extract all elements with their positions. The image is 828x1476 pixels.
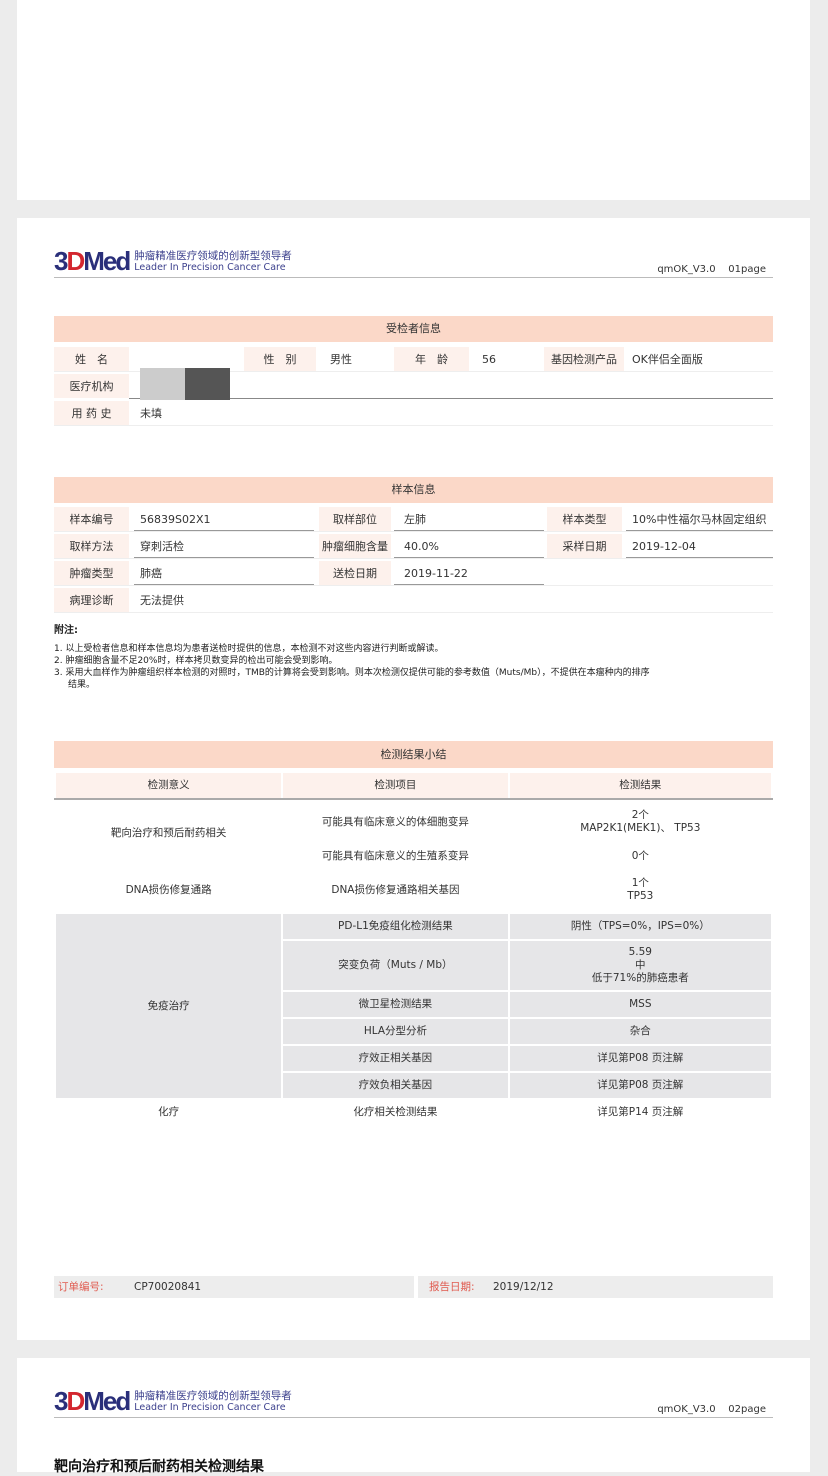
item: 可能具有临床意义的生殖系变异 — [281, 844, 510, 868]
institution-label: 医疗机构 — [54, 374, 129, 398]
result: 0个 — [507, 844, 774, 868]
report-page-2: 3DMed 肿瘤精准医疗领域的创新型领导者 Leader In Precision… — [17, 1358, 810, 1475]
page-version: qmOK_V3.0 01page — [657, 264, 766, 275]
label: 样本类型 — [547, 507, 622, 531]
brand-logo: 3DMed 肿瘤精准医疗领域的创新型领导者 Leader In Precision… — [54, 1386, 292, 1416]
result: 5.59 中低于71%的肺癌患者 — [507, 939, 774, 992]
drug-label: 用 药 史 — [54, 401, 129, 425]
results-title: 检测结果小结 — [54, 741, 773, 768]
redacted-block — [140, 368, 230, 400]
patient-row-2 — [129, 374, 773, 399]
item: 化疗相关检测结果 — [281, 1098, 510, 1127]
drug-value: 未填 — [140, 407, 162, 420]
item: 微卫星检测结果 — [281, 990, 510, 1019]
section-title: 靶向治疗和预后耐药相关检测结果 — [54, 1459, 264, 1475]
product-label: 基因检测产品 — [544, 347, 624, 371]
report-date: 2019/12/12 — [493, 1281, 554, 1293]
group-label: 免疫治疗 — [53, 912, 284, 1100]
tumor-type: 肺癌 — [134, 561, 314, 585]
order-number: CP70020841 — [134, 1281, 202, 1293]
note: 2. 肿瘤细胞含量不足20%时，样本拷贝数变异的检出可能会受到影响。 — [54, 656, 338, 666]
age-label: 年 龄 — [394, 347, 469, 371]
label: 肿瘤细胞含量 — [319, 534, 391, 558]
result: 详见第P08 页注解 — [507, 1044, 774, 1073]
result: 杂合 — [507, 1017, 774, 1046]
slogan-cn: 肿瘤精准医疗领域的创新型领导者 — [134, 249, 292, 262]
note: 结果。 — [68, 680, 96, 690]
result: 阴性（TPS=0%，IPS=0%） — [507, 912, 774, 941]
report-footer: 订单编号: CP70020841 报告日期: 2019/12/12 — [54, 1276, 773, 1298]
note: 3. 采用大血样作为肿瘤组织样本检测的对照时，TMB的计算将会受到影响。则本次检… — [54, 668, 650, 678]
label: 样本编号 — [54, 507, 129, 531]
page-version: qmOK_V3.0 02page — [657, 1404, 766, 1415]
previous-page — [17, 0, 810, 200]
sample-info-title: 样本信息 — [54, 477, 773, 503]
patient-info-title: 受检者信息 — [54, 316, 773, 342]
sex-label: 性 别 — [244, 347, 316, 371]
name-label: 姓 名 — [54, 347, 129, 371]
col-header: 检测意义 — [53, 771, 284, 800]
label: 采样日期 — [547, 534, 622, 558]
group-label: DNA损伤修复通路 — [53, 866, 284, 914]
patient-row-3: 用 药 史 未填 — [54, 401, 773, 426]
result: 2个 MAP2K1(MEK1)、 TP53 — [507, 798, 774, 846]
sample-id: 56839S02X1 — [134, 507, 314, 531]
sample-row-1: 样本编号 56839S02X1 取样部位 左肺 样本类型 10%中性福尔马林固定… — [54, 507, 773, 532]
brand-logo: 3DMed 肿瘤精准医疗领域的创新型领导者 Leader In Precision… — [54, 246, 292, 277]
item: DNA损伤修复通路相关基因 — [281, 866, 510, 914]
age-value: 56 — [482, 353, 496, 366]
result: 详见第P08 页注解 — [507, 1071, 774, 1100]
patient-row-1: 姓 名 性 别 男性 年 龄 56 基因检测产品 OK伴侣全面版 — [54, 347, 773, 372]
group-label: 靶向治疗和预后耐药相关 — [53, 798, 284, 868]
tumor-content: 40.0% — [394, 534, 544, 558]
sample-row-4: 病理诊断 无法提供 — [54, 588, 773, 613]
product-value: OK伴侣全面版 — [632, 353, 703, 366]
result: 详见第P14 页注解 — [507, 1098, 774, 1127]
label: 病理诊断 — [54, 588, 129, 612]
col-header: 检测结果 — [507, 771, 774, 800]
label: 取样方法 — [54, 534, 129, 558]
report-date-label: 报告日期: — [429, 1281, 475, 1293]
item: 突变负荷（Muts / Mb） — [281, 939, 510, 992]
sample-method: 穿刺活检 — [134, 534, 314, 558]
label: 取样部位 — [319, 507, 391, 531]
result: MSS — [507, 990, 774, 1019]
group-label: 化疗 — [53, 1098, 284, 1127]
note: 1. 以上受检者信息和样本信息均为患者送检时提供的信息，本检测不对这些内容进行判… — [54, 644, 444, 654]
pathology: 无法提供 — [140, 594, 184, 607]
item: 疗效正相关基因 — [281, 1044, 510, 1073]
sample-site: 左肺 — [394, 507, 544, 531]
item: 疗效负相关基因 — [281, 1071, 510, 1100]
sex-value: 男性 — [330, 353, 352, 366]
report-page-1: 3DMed 肿瘤精准医疗领域的创新型领导者 Leader In Precision… — [17, 218, 810, 1340]
item: PD-L1免疫组化检测结果 — [281, 912, 510, 941]
sample-row-2: 取样方法 穿刺活检 肿瘤细胞含量 40.0% 采样日期 2019-12-04 — [54, 534, 773, 559]
slogan-en: Leader In Precision Cancer Care — [134, 261, 286, 273]
item: HLA分型分析 — [281, 1017, 510, 1046]
label: 送检日期 — [319, 561, 391, 585]
result: 1个 TP53 — [507, 866, 774, 914]
sample-row-3: 肿瘤类型 肺癌 送检日期 2019-11-22 — [54, 561, 773, 586]
results-table: 检测意义 检测项目 检测结果 靶向治疗和预后耐药相关 可能具有临床意义的体细胞变… — [53, 771, 774, 1127]
sample-date: 2019-12-04 — [626, 534, 773, 558]
sample-type: 10%中性福尔马林固定组织 — [626, 507, 773, 531]
col-header: 检测项目 — [281, 771, 510, 800]
send-date: 2019-11-22 — [394, 561, 544, 585]
order-label: 订单编号: — [58, 1281, 104, 1293]
notes: 附注: 1. 以上受检者信息和样本信息均为患者送检时提供的信息，本检测不对这些内… — [54, 625, 773, 691]
label: 肿瘤类型 — [54, 561, 129, 585]
item: 可能具有临床意义的体细胞变异 — [281, 798, 510, 846]
logo-mark: 3DMed — [54, 246, 131, 276]
notes-title: 附注: — [54, 625, 78, 636]
